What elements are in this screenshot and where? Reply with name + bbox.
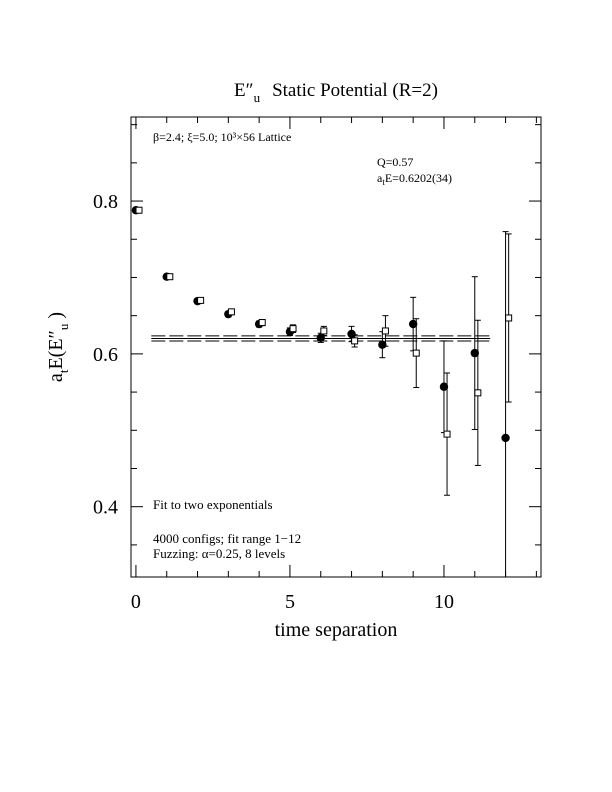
point [197,296,205,304]
lattice-note: β=2.4; ξ=5.0; 10³×56 Lattice [153,130,291,144]
point [351,337,359,345]
y-label-end: ) [45,312,67,324]
energy-note: atE=0.6202(34) [377,171,452,187]
energy-rest: E=0.6202(34) [385,171,452,185]
point [227,308,235,316]
x-tick-label: 0 [131,591,141,613]
point [166,273,174,281]
point [470,348,479,358]
fit-note: Fit to two exponentials [153,497,273,512]
point [135,206,143,214]
point [505,314,513,322]
energy-a: a [377,171,383,185]
point [443,430,451,438]
y-axis-label: atE(E″u ) [45,312,71,382]
y-label-sub2: u [56,323,71,330]
point [408,319,418,329]
point [378,340,387,349]
y-label-sub: t [56,369,71,373]
y-tick-label: 0.6 [93,344,118,366]
point [412,349,420,357]
x-tick-label: 10 [434,591,454,613]
q-note: Q=0.57 [377,155,413,169]
y-tick-label: 0.8 [93,191,118,213]
x-axis-label: time separation [275,619,398,641]
y-tick-label: 0.4 [93,497,118,519]
fuzzing-note: Fuzzing: α=0.25, 8 levels [153,546,285,561]
point [381,327,389,335]
title-sub: u [254,90,261,105]
point [320,327,328,335]
title-symbol: E″ [234,80,254,101]
y-label-a: a [45,373,67,382]
energy-sub: t [382,177,385,187]
point [258,319,266,327]
y-label-mid: E(E″ [45,330,67,369]
point [347,329,356,339]
configs-note: 4000 configs; fit range 1−12 [153,531,301,546]
point [474,389,482,397]
title-text: Static Potential (R=2) [272,80,438,101]
x-tick-label: 5 [285,591,295,613]
point [439,382,449,391]
plot-frame [130,116,542,578]
point [289,325,297,333]
chart-title: E″u Static Potential (R=2) [234,80,438,105]
point [501,433,510,443]
